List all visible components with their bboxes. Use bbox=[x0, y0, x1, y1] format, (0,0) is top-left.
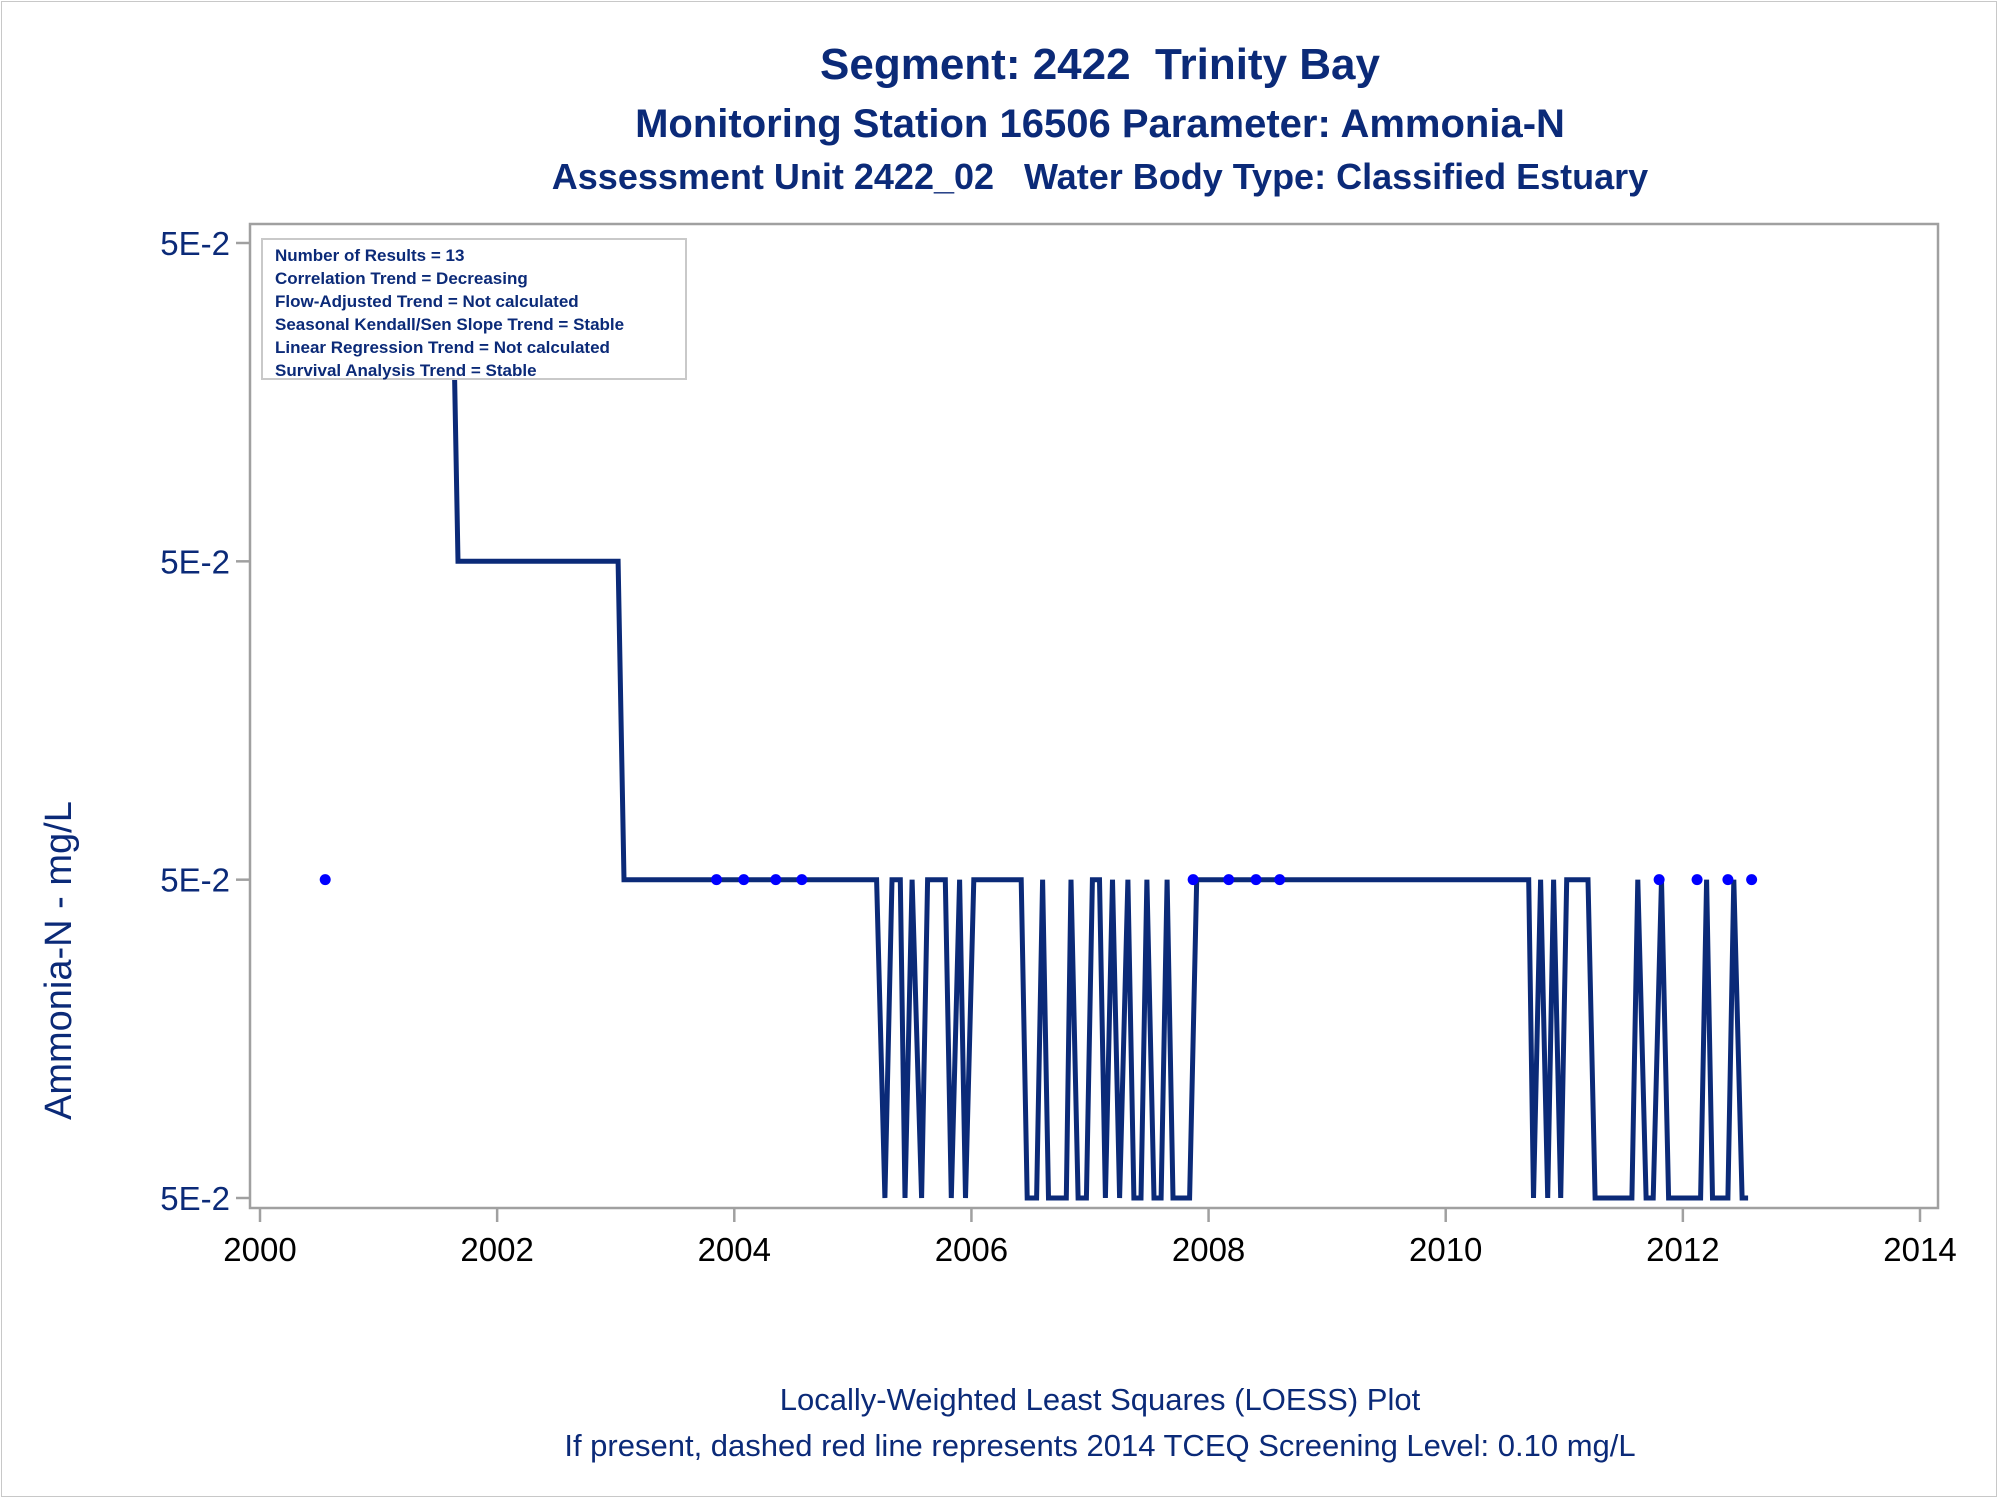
data-point bbox=[1722, 874, 1734, 886]
x-tick-label: 2012 bbox=[1646, 1231, 1719, 1268]
footer-note-1: Locally-Weighted Least Squares (LOESS) P… bbox=[779, 1382, 1421, 1417]
chart-subtitle: Monitoring Station 16506 Parameter: Ammo… bbox=[635, 102, 1565, 146]
data-point bbox=[711, 874, 722, 886]
x-tick-label: 2008 bbox=[1172, 1231, 1245, 1268]
data-point bbox=[1746, 874, 1758, 886]
x-tick-label: 2002 bbox=[460, 1231, 533, 1268]
x-tick-label: 2004 bbox=[698, 1231, 771, 1268]
info-line-survival: Survival Analysis Trend = Stable bbox=[275, 361, 537, 380]
y-tick-label: 5E-2 bbox=[160, 862, 230, 899]
x-tick-label: 2014 bbox=[1883, 1231, 1956, 1268]
data-point bbox=[319, 874, 331, 886]
x-tick-label: 2000 bbox=[223, 1231, 296, 1268]
data-point bbox=[1653, 874, 1665, 886]
data-point bbox=[796, 874, 808, 886]
chart-subtitle-2: Assessment Unit 2422_02 Water Body Type:… bbox=[551, 156, 1649, 197]
data-point bbox=[738, 874, 750, 886]
info-line-seasonal-kendall: Seasonal Kendall/Sen Slope Trend = Stabl… bbox=[275, 315, 625, 334]
info-box: Number of Results = 13 Correlation Trend… bbox=[261, 238, 687, 380]
loess-line bbox=[325, 240, 1749, 1201]
data-point bbox=[1187, 874, 1199, 886]
chart-title: Segment: 2422 Trinity Bay bbox=[820, 40, 1380, 89]
y-tick-label: 5E-2 bbox=[160, 225, 230, 262]
y-tick-label: 5E-2 bbox=[160, 543, 230, 580]
info-line-flow-adjusted: Flow-Adjusted Trend = Not calculated bbox=[275, 292, 579, 311]
footer-note-2: If present, dashed red line represents 2… bbox=[564, 1428, 1636, 1463]
data-point bbox=[1691, 874, 1703, 886]
data-point bbox=[1274, 874, 1286, 886]
y-tick-label: 5E-2 bbox=[160, 1180, 230, 1217]
x-tick-label: 2010 bbox=[1409, 1231, 1482, 1268]
plot-area-border bbox=[248, 222, 1940, 1210]
x-tick-label: 2006 bbox=[935, 1231, 1008, 1268]
data-point bbox=[770, 874, 782, 886]
info-line-linear-regression: Linear Regression Trend = Not calculated bbox=[275, 338, 610, 357]
data-point bbox=[1223, 874, 1235, 886]
info-line-results: Number of Results = 13 bbox=[275, 246, 465, 265]
info-line-correlation: Correlation Trend = Decreasing bbox=[275, 269, 528, 288]
data-point bbox=[1250, 874, 1262, 886]
